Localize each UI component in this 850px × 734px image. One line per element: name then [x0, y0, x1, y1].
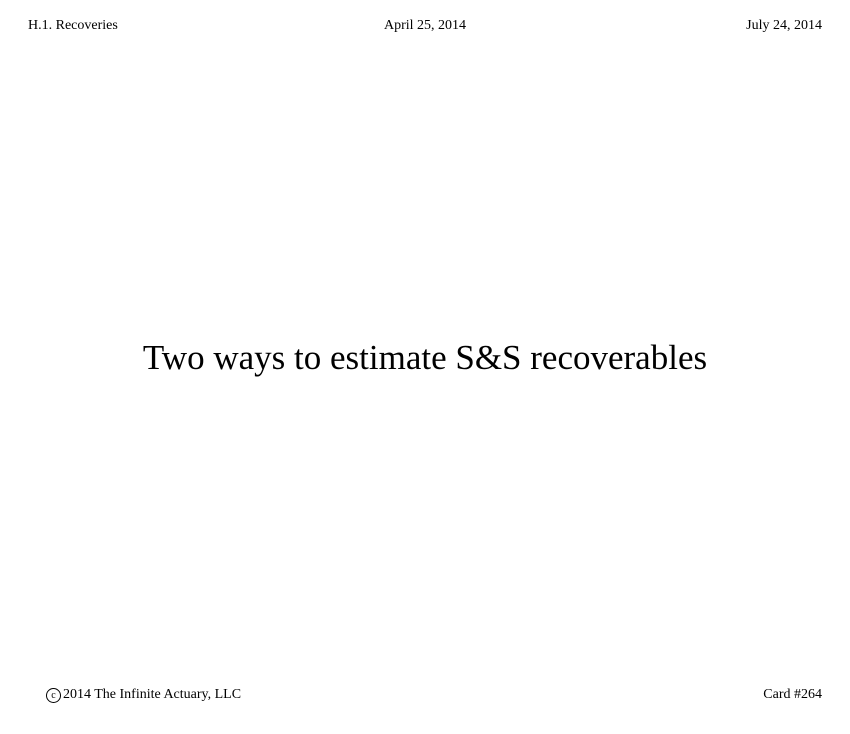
- copyright-text: 2014 The Infinite Actuary, LLC: [63, 687, 242, 702]
- card-number: Card #264: [763, 687, 822, 702]
- center-date: April 25, 2014: [383, 18, 467, 33]
- copyright-line: c 2014 The Infinite Actuary, LLC: [46, 687, 241, 703]
- section-label: H.1. Recoveries: [28, 18, 118, 33]
- card-title: Two ways to estimate S&S recoverables: [142, 338, 708, 377]
- copyright-icon: c: [46, 687, 61, 703]
- right-date: July 24, 2014: [746, 18, 822, 33]
